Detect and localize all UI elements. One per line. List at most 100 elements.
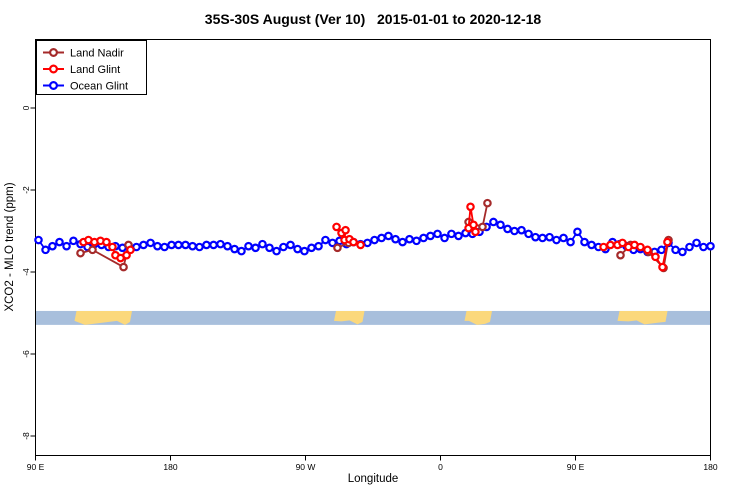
ocean-glint-point	[559, 233, 568, 243]
ocean-glint-point	[265, 243, 274, 253]
ocean-glint-point	[174, 240, 183, 250]
ocean-glint-point	[146, 238, 155, 248]
ocean-glint-point	[167, 240, 176, 250]
map-strip-land-patch	[334, 310, 365, 325]
ocean-glint-point	[139, 240, 148, 250]
map-strip-land-patch	[617, 310, 668, 325]
x-tick-label: 90 E	[27, 462, 45, 472]
ocean-glint-point	[412, 236, 421, 246]
ocean-glint-point	[657, 245, 666, 255]
ocean-glint-point	[237, 246, 246, 256]
map-strip-land-patch	[74, 310, 132, 325]
y-tick-label: -8	[21, 432, 31, 440]
ocean-glint-point	[223, 241, 232, 251]
ocean-glint-point	[377, 233, 386, 243]
land-glint-point	[466, 202, 475, 212]
ocean-glint-point	[363, 238, 372, 248]
ocean-glint-point	[293, 244, 302, 254]
ocean-glint-point	[566, 237, 575, 247]
ocean-glint-point	[524, 229, 533, 239]
ocean-glint-point	[34, 235, 43, 245]
x-tick-label: 180	[163, 462, 177, 472]
ocean-glint-point	[195, 242, 204, 252]
land-nadir-point	[478, 222, 487, 232]
ocean-glint-point	[699, 242, 708, 252]
land-glint-point	[469, 220, 478, 230]
land-nadir-point	[88, 245, 97, 255]
ocean-glint-point	[678, 247, 687, 257]
ocean-glint-point	[286, 240, 295, 250]
ocean-glint-point	[384, 231, 393, 241]
ocean-glint-point	[251, 243, 260, 253]
ocean-glint-point	[419, 233, 428, 243]
x-axis-title: Longitude	[348, 473, 399, 485]
ocean-glint-point	[433, 229, 442, 239]
x-tick-label: 0	[438, 462, 443, 472]
land-nadir-point	[483, 198, 492, 208]
ocean-glint-point	[671, 245, 680, 255]
ocean-glint-point	[181, 240, 190, 250]
land-glint-point	[606, 240, 615, 250]
map-strip-land-patch	[464, 310, 492, 325]
ocean-glint-point	[538, 233, 547, 243]
ocean-glint-point	[69, 236, 78, 246]
ocean-glint-point	[258, 239, 267, 249]
y-tick-label: -4	[21, 268, 31, 276]
ocean-glint-point	[692, 238, 701, 248]
land-glint-point	[636, 242, 645, 252]
land-glint-point	[349, 237, 358, 247]
ocean-glint-point	[545, 232, 554, 242]
land-glint-point	[658, 262, 667, 272]
land-glint-point	[663, 237, 672, 247]
legend-marker-sample	[48, 47, 58, 57]
ocean-glint-point	[489, 217, 498, 227]
land-glint-point	[599, 242, 608, 252]
land-glint-point	[332, 222, 341, 232]
map-strip-ocean	[35, 310, 711, 325]
ocean-glint-point	[587, 240, 596, 250]
land-nadir-point	[76, 248, 85, 258]
y-axis-title: XCO2 - MLO trend (ppm)	[4, 182, 16, 311]
land-nadir-point	[333, 243, 342, 253]
ocean-glint-point	[202, 240, 211, 250]
ocean-glint-point	[398, 237, 407, 247]
x-tick-label: 90 E	[567, 462, 585, 472]
ocean-glint-point	[307, 243, 316, 253]
ocean-glint-point	[230, 244, 239, 254]
legend-label: Ocean Glint	[70, 80, 128, 92]
ocean-glint-point	[244, 241, 253, 251]
land-glint-point	[108, 242, 117, 252]
ocean-glint-point	[370, 235, 379, 245]
legend-label: Land Glint	[70, 64, 120, 76]
ocean-glint-point	[517, 225, 526, 235]
legend-marker-sample	[48, 64, 58, 74]
ocean-glint-point	[573, 227, 582, 237]
ocean-glint-point	[552, 235, 561, 245]
land-nadir-point	[616, 250, 625, 260]
ocean-glint-point	[510, 226, 519, 236]
ocean-glint-point	[62, 241, 71, 251]
land-glint-point	[651, 252, 660, 262]
ocean-glint-point	[496, 220, 505, 230]
ocean-glint-point	[405, 234, 414, 244]
ocean-glint-point	[531, 232, 540, 242]
ocean-glint-point	[300, 246, 309, 256]
ocean-glint-point	[160, 242, 169, 252]
land-glint-point	[341, 225, 350, 235]
y-tick-label: 0	[21, 105, 31, 110]
ocean-glint-point	[279, 242, 288, 252]
legend-label: Land Nadir	[70, 47, 124, 59]
ocean-glint-point	[55, 237, 64, 247]
x-tick-label: 90 W	[296, 462, 316, 472]
ocean-glint-point	[580, 237, 589, 247]
ocean-glint-point	[454, 231, 463, 241]
legend: Land Nadir Land Glint Ocean Glint	[36, 40, 147, 95]
land-glint-point	[643, 245, 652, 255]
ocean-glint-point	[272, 246, 281, 256]
ocean-glint-point	[328, 238, 337, 248]
ocean-glint-point	[447, 229, 456, 239]
ocean-glint-point	[153, 241, 162, 251]
